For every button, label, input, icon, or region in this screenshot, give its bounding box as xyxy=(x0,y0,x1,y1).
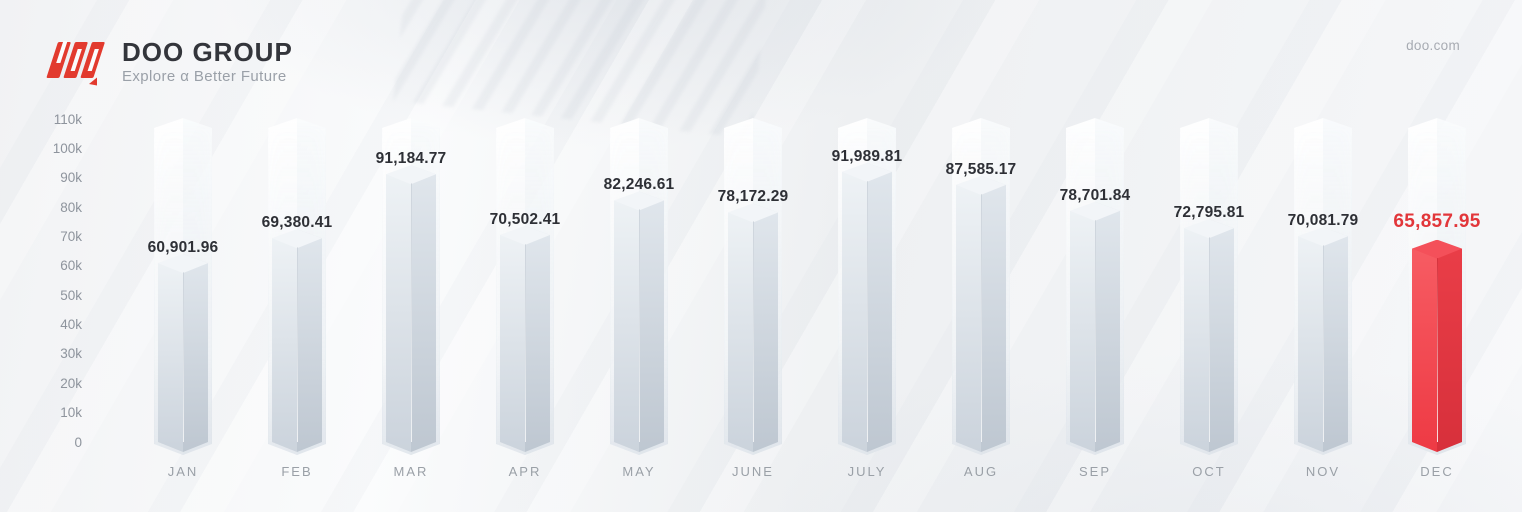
month-label-apr: APR xyxy=(508,464,542,479)
bar-face xyxy=(639,209,640,442)
bar-face xyxy=(639,191,664,452)
value-label-aug: 87,585.17 xyxy=(945,160,1017,178)
bar-face xyxy=(1412,240,1437,452)
month-label-july: JULY xyxy=(847,464,887,479)
website-link[interactable]: doo.com xyxy=(1406,38,1460,53)
value-label-jan: 60,901.96 xyxy=(147,239,219,257)
bar-face xyxy=(728,203,753,452)
bar-face xyxy=(297,247,298,442)
bar-face xyxy=(753,203,778,452)
bar-feb xyxy=(272,229,322,452)
month-label-dec: DEC xyxy=(1420,464,1454,479)
bar-face xyxy=(1070,202,1095,452)
y-axis-tick-30k: 30k xyxy=(60,346,82,362)
bar-aug xyxy=(956,176,1006,452)
bar-face xyxy=(1323,227,1348,452)
bar-face xyxy=(867,163,892,452)
bar-jan xyxy=(158,254,208,452)
value-label-sep: 78,701.84 xyxy=(1059,186,1131,204)
y-axis-tick-40k: 40k xyxy=(60,317,82,333)
bar-face xyxy=(525,244,526,442)
bar-face xyxy=(183,254,208,452)
month-label-aug: AUG xyxy=(963,464,999,479)
bar-face xyxy=(272,229,297,452)
month-label-may: MAY xyxy=(622,464,656,479)
month-label-oct: OCT xyxy=(1192,464,1226,479)
bar-face xyxy=(867,181,868,442)
brand-tagline: Explore α Better Future xyxy=(122,68,287,85)
bar-face xyxy=(753,221,754,442)
month-label-feb: FEB xyxy=(281,464,313,479)
bar-may xyxy=(614,191,664,452)
value-label-may: 82,246.61 xyxy=(603,176,675,194)
bar-june xyxy=(728,203,778,452)
y-axis-tick-90k: 90k xyxy=(60,170,82,186)
bar-face xyxy=(1209,219,1234,452)
bar-oct xyxy=(1184,219,1234,452)
bar-face xyxy=(981,176,1006,452)
month-label-sep: SEP xyxy=(1078,464,1111,479)
y-axis-tick-0: 0 xyxy=(74,434,82,450)
value-label-july: 91,989.81 xyxy=(831,147,903,165)
bar-face xyxy=(956,176,981,452)
value-label-nov: 70,081.79 xyxy=(1287,212,1359,230)
bar-july xyxy=(842,163,892,452)
bar-face xyxy=(411,165,436,452)
y-axis-tick-20k: 20k xyxy=(60,375,82,391)
y-axis-tick-10k: 10k xyxy=(60,405,82,421)
bar-face xyxy=(411,183,412,442)
value-label-june: 78,172.29 xyxy=(717,188,789,206)
brand-name: DOO GROUP xyxy=(122,37,293,67)
bar-face xyxy=(1095,220,1096,442)
bar-face xyxy=(842,163,867,452)
bar-apr xyxy=(500,226,550,452)
bar-face xyxy=(1323,245,1324,442)
bar-face xyxy=(386,165,411,452)
bar-sep xyxy=(1070,202,1120,452)
month-label-mar: MAR xyxy=(393,464,429,479)
doo-logo-icon xyxy=(46,41,105,86)
bar-face xyxy=(1437,240,1462,452)
y-axis-tick-100k: 100k xyxy=(52,140,82,156)
bar-face xyxy=(1095,202,1120,452)
y-axis-tick-60k: 60k xyxy=(60,258,82,274)
y-axis-tick-110k: 110k xyxy=(53,111,82,127)
value-label-feb: 69,380.41 xyxy=(261,214,333,232)
bar-nov xyxy=(1298,227,1348,452)
y-axis-tick-50k: 50k xyxy=(60,287,82,303)
bar-face xyxy=(1184,219,1209,452)
bar-face xyxy=(981,194,982,442)
bar-face xyxy=(1298,227,1323,452)
value-label-oct: 72,795.81 xyxy=(1173,204,1245,222)
bar-face xyxy=(1209,237,1210,442)
month-label-jan: JAN xyxy=(167,464,199,479)
value-label-dec: 65,857.95 xyxy=(1393,210,1481,232)
bar-face xyxy=(525,226,550,452)
y-axis-tick-80k: 80k xyxy=(60,199,82,215)
doo-group-logo: DOO GROUP Explore α Better Future xyxy=(46,36,293,88)
bar-face xyxy=(614,191,639,452)
bar-face xyxy=(183,272,184,442)
month-label-nov: NOV xyxy=(1305,464,1341,479)
value-label-apr: 70,502.41 xyxy=(489,210,561,228)
bar-mar xyxy=(386,165,436,452)
bar-face xyxy=(297,229,322,452)
bar-face xyxy=(500,226,525,452)
bar-face xyxy=(1437,258,1438,442)
bar-dec xyxy=(1412,240,1462,452)
y-axis-tick-70k: 70k xyxy=(60,228,82,244)
logo-text: DOO GROUP Explore α Better Future xyxy=(122,39,293,85)
background-hatch-pattern xyxy=(393,0,767,139)
value-label-mar: 91,184.77 xyxy=(375,150,447,168)
month-label-june: JUNE xyxy=(732,464,774,479)
bar-face xyxy=(158,254,183,452)
